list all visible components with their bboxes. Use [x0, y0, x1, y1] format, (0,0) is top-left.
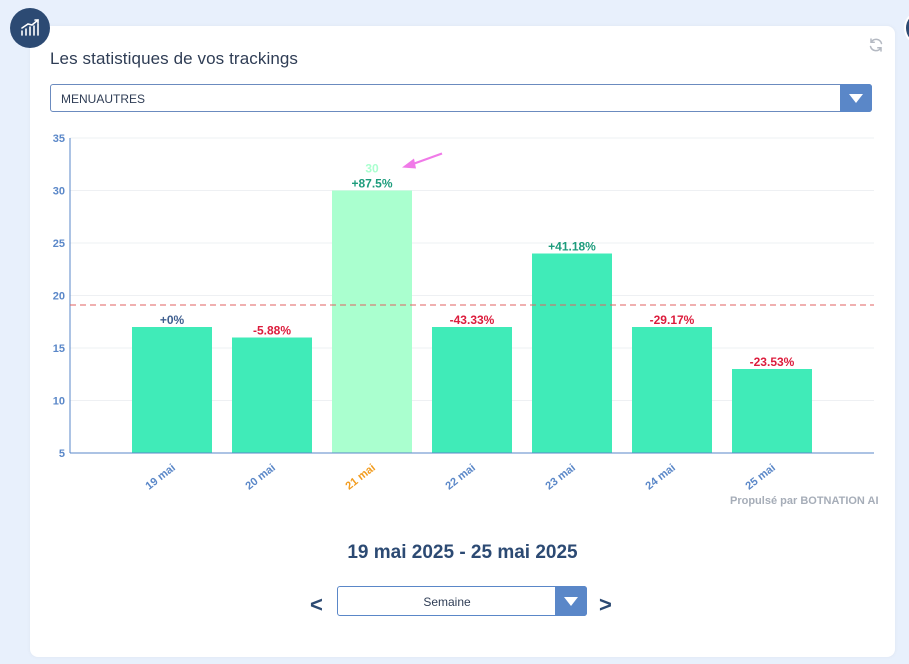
y-tick-label: 5: [59, 448, 65, 460]
y-tick-label: 10: [53, 396, 65, 408]
granularity-select[interactable]: Semaine: [337, 586, 587, 616]
page-title: Les statistiques de vos trackings: [50, 49, 299, 68]
powered-by: Propulsé par BOTNATION AI: [730, 495, 879, 507]
refresh-icon[interactable]: [868, 37, 884, 53]
x-tick-label: 22 mai: [443, 462, 477, 493]
x-tick-label: 24 mai: [643, 462, 677, 493]
bar: [432, 327, 512, 453]
period-label: 19 mai 2025 - 25 mai 2025: [347, 542, 578, 563]
bar: [232, 337, 312, 453]
y-tick-label: 35: [53, 133, 65, 145]
x-tick-label: 20 mai: [243, 462, 277, 493]
bar-change-label: +0%: [160, 313, 185, 327]
bar-change-label: -29.17%: [650, 313, 695, 327]
chevron-down-icon[interactable]: [840, 84, 872, 112]
bar-change-label: +87.5%: [351, 177, 392, 191]
stats-badge: [10, 8, 50, 48]
tracking-select[interactable]: MENUAUTRES: [50, 84, 872, 112]
tracking-bar-chart: 5 10 15 20 25 30 35 +0% 19 mai -5.88% 20 mai +87.5%…: [53, 133, 874, 493]
y-tick-label: 25: [53, 238, 65, 250]
secondary-badge: [904, 12, 909, 44]
granularity-value: Semaine: [423, 595, 471, 609]
y-tick-label: 30: [53, 186, 65, 198]
bar: [332, 190, 412, 453]
powered-brand: BOTNATION AI: [800, 495, 879, 507]
next-period-button[interactable]: >: [599, 592, 612, 617]
bar: [532, 253, 612, 453]
previous-period-button[interactable]: <: [310, 592, 323, 617]
bar: [132, 327, 212, 453]
bar-change-label: -23.53%: [750, 355, 795, 369]
x-tick-label: 21 mai: [343, 462, 377, 493]
x-tick-label: 19 mai: [143, 462, 177, 493]
y-tick-label: 20: [53, 291, 65, 303]
x-tick-label: 23 mai: [543, 462, 577, 493]
bar-change-label: -43.33%: [450, 313, 495, 327]
line-chart-icon: [21, 19, 39, 36]
x-tick-label: 25 mai: [743, 462, 777, 493]
tracking-select-value: MENUAUTRES: [61, 92, 146, 106]
bar-change-label: +41.18%: [548, 240, 596, 254]
bar-change-label: -5.88%: [253, 324, 291, 338]
bar: [732, 369, 812, 453]
bar: [632, 327, 712, 453]
powered-prefix: Propulsé par: [730, 495, 798, 507]
pointer-arrow-head: [402, 158, 416, 169]
highlight-value-label: 30: [365, 162, 379, 176]
y-tick-label: 15: [53, 343, 65, 355]
chevron-down-icon[interactable]: [555, 586, 587, 616]
